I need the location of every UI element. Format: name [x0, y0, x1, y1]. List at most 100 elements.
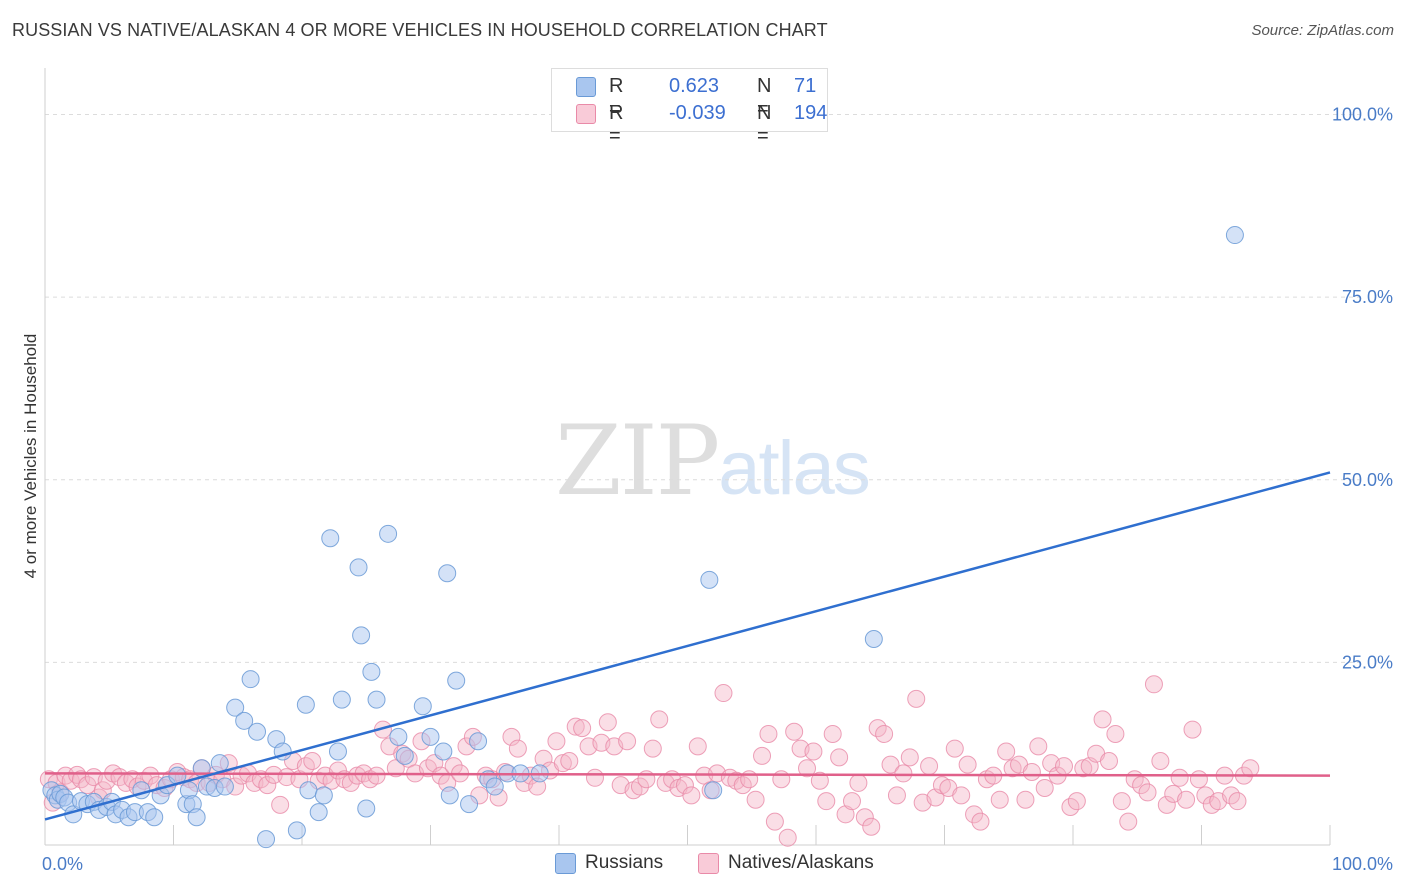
natives-point — [1241, 759, 1260, 778]
watermark-zip: ZIP — [555, 405, 720, 517]
natives-point — [1074, 759, 1093, 778]
legend-label-russians: Russians — [585, 852, 664, 873]
grid-lines — [45, 114, 1365, 663]
russians-trend-line — [44, 471, 1331, 821]
natives-point — [1022, 762, 1041, 781]
r-value: 0.623 — [669, 75, 720, 97]
legend-label-natives: Natives/Alaskans — [728, 852, 874, 873]
natives-point — [765, 812, 784, 831]
russians-point — [864, 630, 883, 649]
russians-point — [447, 671, 466, 690]
natives-point — [1067, 792, 1086, 811]
russians-point — [704, 781, 723, 800]
natives-swatch — [576, 104, 596, 124]
natives-point — [431, 766, 450, 785]
y-axis-label: 4 or more Vehicles in Household — [21, 334, 40, 579]
natives-point — [553, 754, 572, 773]
axes — [44, 68, 1331, 846]
russians-point — [700, 570, 719, 589]
natives-point — [830, 748, 849, 767]
natives-point — [560, 751, 579, 770]
natives-point — [958, 755, 977, 774]
natives-point — [585, 768, 604, 787]
natives-point — [502, 727, 521, 746]
source-credit: Source: ZipAtlas.com — [1251, 22, 1394, 39]
natives-point — [907, 689, 926, 708]
natives-legend-swatch — [698, 853, 719, 874]
russians-point — [460, 795, 479, 814]
natives-point — [675, 776, 694, 795]
natives-point — [714, 684, 733, 703]
natives-point — [740, 770, 759, 789]
natives-point — [1138, 783, 1157, 802]
russians-point — [235, 711, 254, 730]
natives-point — [682, 786, 701, 805]
natives-point — [772, 770, 791, 789]
natives-point — [508, 739, 527, 758]
russians-point — [434, 742, 453, 761]
natives-point — [1112, 792, 1131, 811]
n-value: 71 — [794, 75, 817, 97]
russians-point — [309, 803, 328, 822]
russians-point — [226, 698, 245, 717]
natives-point — [945, 739, 964, 758]
watermark: ZIPatlas — [555, 405, 871, 517]
russians-points — [42, 226, 1244, 849]
russians-point — [287, 821, 306, 840]
russians-point — [367, 690, 386, 709]
natives-point — [1170, 768, 1189, 787]
russians-point — [362, 662, 381, 681]
natives-point — [322, 771, 341, 790]
natives-point — [1151, 751, 1170, 770]
natives-point — [643, 739, 662, 758]
natives-point — [1093, 710, 1112, 729]
x-tick-label: 0.0% — [42, 854, 83, 874]
natives-point — [1055, 757, 1074, 776]
natives-point — [759, 724, 778, 743]
russians-point — [349, 558, 368, 577]
natives-point — [785, 722, 804, 741]
n-value: 194 — [794, 102, 828, 124]
trend-lines — [44, 471, 1331, 821]
russians-point — [215, 777, 234, 796]
natives-point — [688, 737, 707, 756]
natives-point — [971, 812, 990, 831]
natives-point — [1228, 792, 1247, 811]
natives-point — [566, 717, 585, 736]
natives-point — [1144, 675, 1163, 694]
n-label: N = — [757, 102, 772, 147]
natives-trend-line — [44, 772, 1331, 777]
natives-point — [1157, 795, 1176, 814]
natives-point — [849, 773, 868, 792]
natives-point — [920, 757, 939, 776]
natives-point — [303, 751, 322, 770]
russians-point — [328, 742, 347, 761]
tick-labels: 25.0% 50.0% 75.0% 100.0% 0.0% 100.0% — [42, 105, 1393, 874]
russians-point — [248, 722, 267, 741]
r-value: -0.039 — [669, 102, 726, 124]
natives-point — [798, 759, 817, 778]
russians-point — [440, 786, 459, 805]
russians-point — [379, 524, 398, 543]
chart-title: RUSSIAN VS NATIVE/ALASKAN 4 OR MORE VEHI… — [12, 20, 828, 40]
correlation-legend: R = 0.623 N = 71 R = -0.039 N = 194 — [551, 68, 828, 147]
russians-point — [241, 670, 260, 689]
russians-point — [314, 786, 333, 805]
natives-point — [573, 719, 592, 738]
russians-point — [321, 529, 340, 548]
russians-point — [257, 830, 276, 849]
natives-point — [1035, 779, 1054, 798]
russians-point — [1225, 226, 1244, 245]
natives-point — [875, 724, 894, 743]
natives-point — [271, 795, 290, 814]
natives-point — [894, 764, 913, 783]
natives-point — [753, 746, 772, 765]
russians-swatch — [576, 77, 596, 97]
y-tick-label: 50.0% — [1342, 470, 1393, 490]
watermark-atlas: atlas — [718, 426, 871, 511]
russians-point — [421, 727, 440, 746]
natives-point — [367, 766, 386, 785]
natives-point — [1016, 790, 1035, 809]
natives-point — [855, 808, 874, 827]
